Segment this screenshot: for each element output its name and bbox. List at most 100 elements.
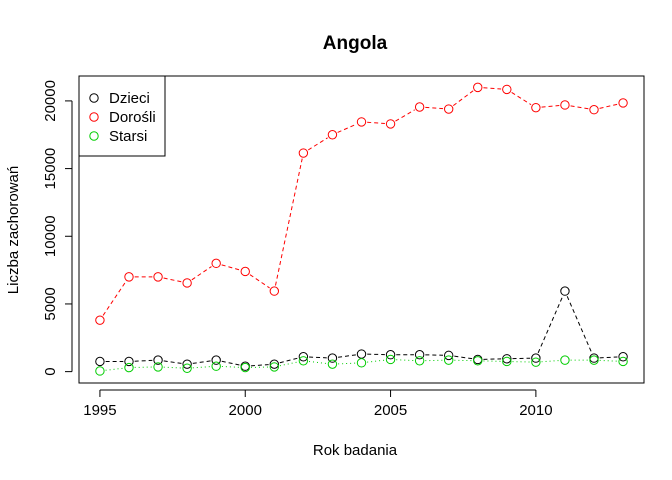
data-point (211, 355, 221, 365)
series-line-segment (454, 355, 473, 360)
data-point (589, 105, 599, 115)
legend: Dzieci Dorośli Starsi (78, 75, 166, 157)
chart-title: Angola (323, 33, 388, 54)
data-point (560, 100, 570, 110)
data-point (443, 350, 454, 361)
series-1 (95, 286, 628, 371)
data-point (414, 350, 425, 360)
data-point (356, 349, 367, 359)
legend-marker (89, 131, 99, 141)
legend-box (78, 75, 166, 157)
series-line-segment (192, 366, 211, 369)
series-line-segment (102, 281, 127, 316)
series-line-segment (396, 359, 414, 362)
data-point (502, 84, 512, 95)
data-point (473, 82, 483, 93)
data-point (443, 355, 454, 365)
data-point (356, 117, 367, 127)
data-point (356, 358, 367, 368)
series-line-segment (511, 92, 532, 106)
series-line-segment (537, 296, 564, 354)
series-line-segment (192, 360, 211, 364)
y-tick-label: 20000 (42, 80, 59, 122)
series-line-segment (163, 277, 182, 283)
data-point (124, 362, 134, 373)
series-line-segment (279, 357, 298, 364)
data-point (618, 356, 628, 367)
data-point (502, 356, 512, 367)
data-point (95, 366, 105, 376)
series-line-segment (599, 103, 618, 109)
series-line-segment (570, 105, 589, 110)
data-point (95, 315, 105, 325)
data-point (385, 119, 396, 129)
data-point (269, 286, 280, 296)
series-2 (95, 82, 628, 325)
data-point (327, 353, 338, 363)
data-point (240, 362, 250, 373)
data-point (124, 272, 134, 282)
data-point (153, 272, 163, 282)
series-line-segment (541, 104, 560, 108)
data-point (298, 356, 309, 366)
data-point (182, 278, 192, 288)
series-line-segment (367, 121, 385, 125)
series-line-segment (221, 264, 240, 271)
data-point (560, 286, 570, 296)
y-tick-label: 0 (42, 367, 59, 375)
data-point (531, 357, 541, 367)
series-line-segment (308, 360, 327, 365)
data-point (531, 102, 541, 113)
series-line-segment (105, 367, 124, 371)
data-point (531, 353, 541, 363)
series-line-segment (599, 359, 618, 362)
data-point (385, 350, 396, 360)
legend-marker (89, 112, 99, 122)
series-line-segment (134, 359, 153, 362)
series-line-segment (338, 362, 356, 365)
data-point (269, 359, 280, 369)
series-line-segment (250, 364, 269, 367)
series-line-segment (338, 354, 356, 358)
x-axis-label: Rok badania (313, 442, 398, 459)
series-line-segment (163, 366, 182, 369)
series-line-segment (221, 360, 240, 366)
x-tick-label: 2005 (374, 402, 407, 419)
legend-marker (89, 93, 99, 103)
x-tick-label: 2000 (229, 402, 262, 419)
data-point (385, 354, 396, 365)
series-line-segment (541, 360, 560, 363)
data-point (182, 359, 192, 369)
legend-label: Starsi (109, 128, 147, 145)
data-point (618, 352, 628, 362)
data-point (153, 355, 163, 365)
series-line-segment (452, 90, 474, 107)
data-point (560, 355, 570, 365)
y-tick-label: 5000 (42, 287, 59, 320)
series-3 (95, 354, 628, 376)
plot-frame (78, 75, 645, 384)
data-point (211, 258, 221, 269)
data-point (473, 356, 483, 366)
series-line-segment (307, 137, 328, 151)
y-axis-label: Liczba zachorowań (5, 166, 22, 294)
data-point (269, 362, 280, 372)
data-point (182, 363, 192, 373)
series-line-segment (483, 87, 502, 90)
series-line-segment (599, 356, 618, 359)
data-point (414, 102, 425, 112)
x-tick-label: 2010 (519, 402, 552, 419)
data-point (414, 356, 425, 366)
data-point (327, 359, 338, 369)
data-point (327, 130, 338, 140)
y-tick-label: 10000 (42, 215, 59, 257)
data-point (153, 362, 163, 372)
data-point (298, 148, 309, 158)
series-line-segment (367, 359, 385, 363)
series-line-segment (249, 274, 270, 289)
data-point (589, 353, 599, 363)
series-line-segment (221, 365, 240, 368)
x-tick-label: 1995 (83, 402, 116, 419)
data-point (95, 356, 105, 367)
